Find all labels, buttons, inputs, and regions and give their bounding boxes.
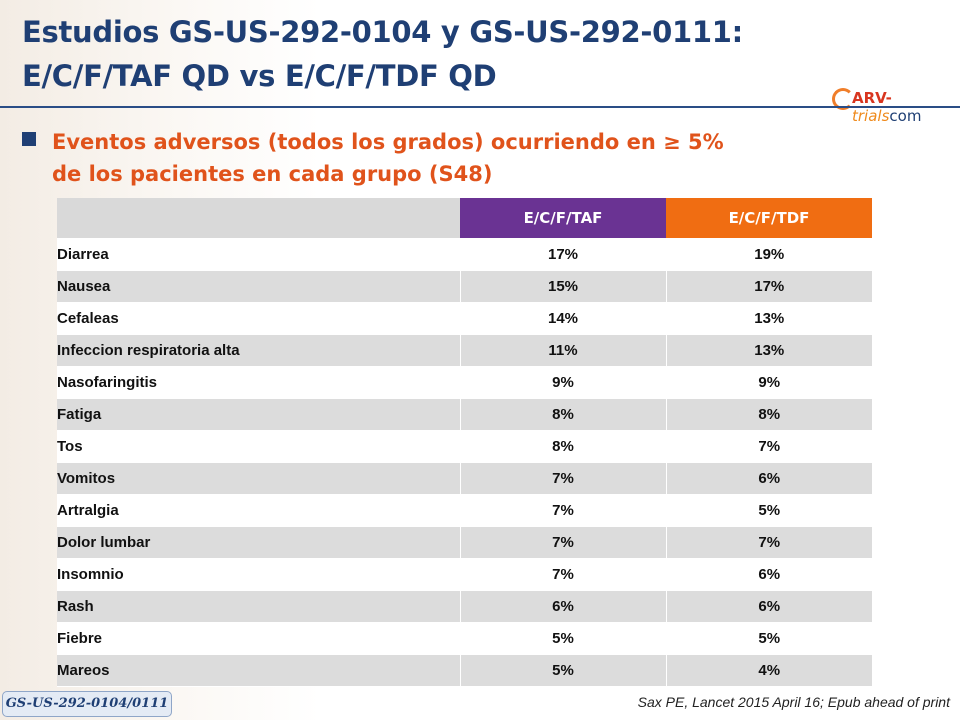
taf-value-cell: 7% — [459, 558, 666, 591]
table-row: Tos 8% 7% — [57, 430, 872, 463]
tdf-value-cell: 9% — [665, 366, 872, 399]
taf-value-cell: 9% — [459, 366, 666, 399]
event-cell: Dolor lumbar — [57, 526, 460, 559]
tdf-value-cell: 4% — [665, 654, 872, 687]
taf-value-cell: 5% — [459, 622, 666, 655]
tdf-value-cell: 8% — [665, 398, 872, 431]
reference-citation: Sax PE, Lancet 2015 April 16; Epub ahead… — [637, 694, 950, 710]
table-row: Insomnio 7% 6% — [57, 558, 872, 591]
table-row: Mareos 5% 4% — [57, 654, 872, 687]
table-row: Rash 6% 6% — [57, 590, 872, 623]
taf-value-cell: 17% — [459, 238, 666, 271]
event-cell: Nasofaringitis — [57, 366, 460, 399]
taf-value-cell: 8% — [459, 430, 666, 463]
event-cell: Infeccion respiratoria alta — [57, 334, 460, 367]
title-line-1: Estudios GS-US-292-0104 y GS-US-292-0111… — [22, 15, 743, 49]
table-row: Diarrea 17% 19% — [57, 238, 872, 271]
table-row: Artralgia 7% 5% — [57, 494, 872, 527]
table-row: Nasofaringitis 9% 9% — [57, 366, 872, 399]
tdf-value-cell: 6% — [665, 558, 872, 591]
tdf-value-cell: 6% — [665, 590, 872, 623]
title-line-2: E/C/F/TAF QD vs E/C/F/TDF QD — [22, 59, 497, 93]
event-cell: Artralgia — [57, 494, 460, 527]
event-cell: Tos — [57, 430, 460, 463]
bullet-line-2: de los pacientes en cada grupo (S48) — [52, 162, 493, 186]
event-cell: Mareos — [57, 654, 460, 687]
table-row: Vomitos 7% 6% — [57, 462, 872, 495]
tdf-value-cell: 6% — [665, 462, 872, 495]
taf-value-cell: 7% — [459, 526, 666, 559]
logo-swirl-icon — [832, 88, 854, 110]
tdf-value-cell: 7% — [665, 526, 872, 559]
header-taf: E/C/F/TAF — [460, 198, 666, 239]
header-blank-cell — [57, 198, 460, 239]
event-cell: Nausea — [57, 270, 460, 303]
tdf-value-cell: 7% — [665, 430, 872, 463]
bullet-text: Eventos adversos (todos los grados) ocur… — [52, 126, 812, 190]
slide-title: Estudios GS-US-292-0104 y GS-US-292-0111… — [22, 10, 842, 98]
tdf-value-cell: 19% — [665, 238, 872, 271]
taf-value-cell: 5% — [459, 654, 666, 687]
taf-value-cell: 8% — [459, 398, 666, 431]
arv-trials-logo: ARV-trialscom — [832, 86, 956, 125]
event-cell: Cefaleas — [57, 302, 460, 335]
header-tdf: E/C/F/TDF — [666, 198, 872, 239]
event-cell: Diarrea — [57, 238, 460, 271]
taf-value-cell: 6% — [459, 590, 666, 623]
square-bullet-icon — [22, 132, 36, 146]
event-cell: Vomitos — [57, 462, 460, 495]
taf-value-cell: 7% — [459, 462, 666, 495]
tdf-value-cell: 5% — [665, 622, 872, 655]
table-body: Diarrea 17% 19% Nausea 15% 17% Cefaleas 14% 13% I… — [57, 238, 872, 687]
tdf-value-cell: 13% — [665, 302, 872, 335]
adverse-events-table: E/C/F/TAF E/C/F/TDF Diarrea 17% 19% Nausea 1… — [57, 198, 872, 687]
event-cell: Fatiga — [57, 398, 460, 431]
event-cell: Fiebre — [57, 622, 460, 655]
table-row: Fiebre 5% 5% — [57, 622, 872, 655]
title-divider — [0, 106, 960, 108]
taf-value-cell: 15% — [459, 270, 666, 303]
table-row: Nausea 15% 17% — [57, 270, 872, 303]
event-cell: Rash — [57, 590, 460, 623]
table-row: Infeccion respiratoria alta 11% 13% — [57, 334, 872, 367]
tdf-value-cell: 5% — [665, 494, 872, 527]
taf-value-cell: 14% — [459, 302, 666, 335]
table-row: Dolor lumbar 7% 7% — [57, 526, 872, 559]
taf-value-cell: 11% — [459, 334, 666, 367]
study-tag: GS-US-292-0104/0111 — [2, 691, 172, 717]
tdf-value-cell: 13% — [665, 334, 872, 367]
tdf-value-cell: 17% — [665, 270, 872, 303]
table-row: Fatiga 8% 8% — [57, 398, 872, 431]
table-header-row: E/C/F/TAF E/C/F/TDF — [57, 198, 872, 239]
table-row: Cefaleas 14% 13% — [57, 302, 872, 335]
bullet-line-1: Eventos adversos (todos los grados) ocur… — [52, 130, 724, 154]
taf-value-cell: 7% — [459, 494, 666, 527]
event-cell: Insomnio — [57, 558, 460, 591]
logo-text: ARV-trialscom — [852, 89, 922, 125]
